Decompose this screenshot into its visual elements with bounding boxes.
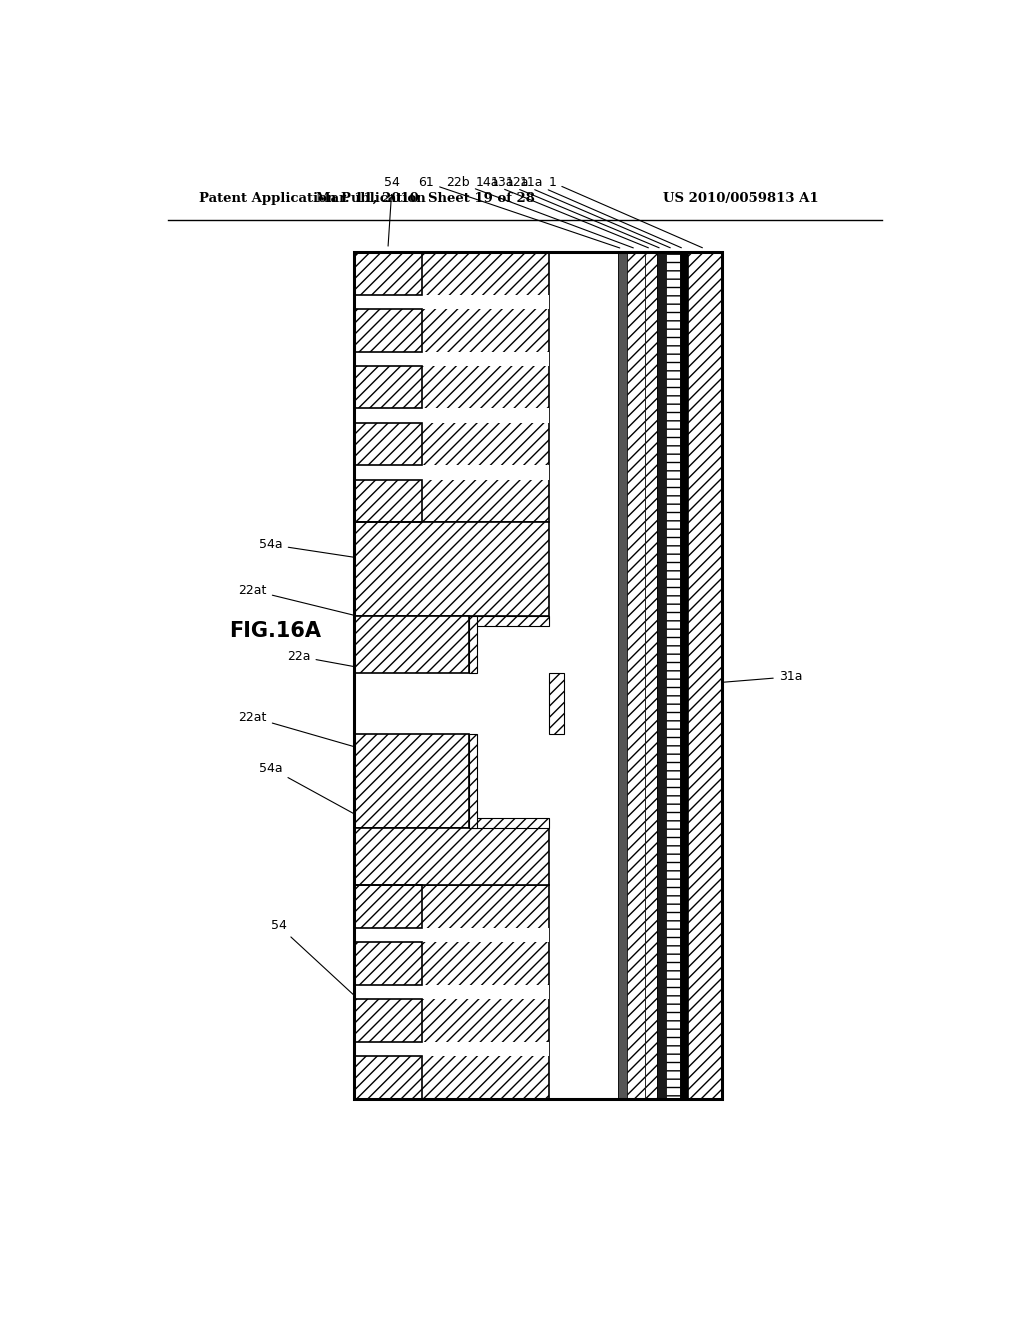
- Bar: [354, 252, 617, 1098]
- Bar: [680, 252, 688, 1098]
- Bar: [354, 1041, 549, 1056]
- Bar: [354, 294, 549, 309]
- Text: 22b: 22b: [446, 176, 633, 248]
- Bar: [354, 351, 422, 366]
- Text: Mar. 11, 2010  Sheet 19 of 28: Mar. 11, 2010 Sheet 19 of 28: [316, 191, 535, 205]
- Bar: [354, 252, 722, 1098]
- Bar: [549, 673, 564, 734]
- Bar: [354, 523, 549, 616]
- Bar: [680, 252, 688, 1098]
- Bar: [354, 408, 422, 422]
- Text: 31a: 31a: [708, 671, 802, 684]
- Bar: [354, 673, 549, 734]
- Bar: [354, 309, 422, 351]
- Bar: [354, 985, 549, 999]
- Text: 22at: 22at: [239, 583, 470, 644]
- Bar: [617, 252, 627, 1098]
- Text: 54: 54: [270, 919, 379, 1019]
- Bar: [354, 734, 469, 828]
- Text: 22a: 22a: [287, 649, 554, 704]
- Text: 54: 54: [384, 176, 400, 246]
- Text: FIG.16A: FIG.16A: [228, 620, 321, 642]
- Text: 11a: 11a: [519, 176, 681, 248]
- Bar: [354, 886, 549, 1098]
- Bar: [617, 252, 627, 1098]
- Bar: [354, 466, 549, 479]
- Text: 22at: 22at: [239, 711, 471, 780]
- Bar: [627, 252, 645, 1098]
- Bar: [666, 252, 680, 1098]
- Bar: [354, 466, 422, 479]
- Bar: [469, 734, 477, 828]
- Bar: [666, 252, 680, 1098]
- Bar: [645, 252, 657, 1098]
- Bar: [354, 351, 549, 366]
- Bar: [657, 252, 666, 1098]
- Text: Patent Application Publication: Patent Application Publication: [200, 191, 426, 205]
- Bar: [645, 252, 657, 1098]
- Bar: [354, 1056, 422, 1098]
- Bar: [354, 422, 422, 466]
- Bar: [354, 408, 549, 422]
- Text: 54a: 54a: [259, 539, 429, 569]
- Bar: [354, 828, 549, 886]
- Bar: [354, 294, 422, 309]
- Bar: [354, 616, 469, 673]
- Bar: [354, 886, 422, 928]
- Bar: [469, 616, 477, 673]
- Bar: [688, 252, 722, 1098]
- Bar: [354, 928, 549, 942]
- Bar: [627, 252, 645, 1098]
- Bar: [354, 999, 422, 1041]
- Text: 12a: 12a: [506, 176, 671, 248]
- Bar: [354, 252, 722, 1098]
- Text: 14a: 14a: [476, 176, 648, 248]
- Text: 1: 1: [549, 176, 702, 248]
- Bar: [469, 817, 549, 828]
- Bar: [354, 252, 422, 294]
- Bar: [469, 616, 549, 626]
- Text: 61: 61: [419, 176, 620, 248]
- Text: 54a: 54a: [259, 762, 429, 855]
- Bar: [354, 252, 549, 523]
- Bar: [354, 366, 422, 408]
- Bar: [657, 252, 666, 1098]
- Bar: [354, 942, 422, 985]
- Bar: [688, 252, 722, 1098]
- Text: US 2010/0059813 A1: US 2010/0059813 A1: [663, 191, 818, 205]
- Text: 13a: 13a: [490, 176, 659, 248]
- Bar: [354, 479, 422, 523]
